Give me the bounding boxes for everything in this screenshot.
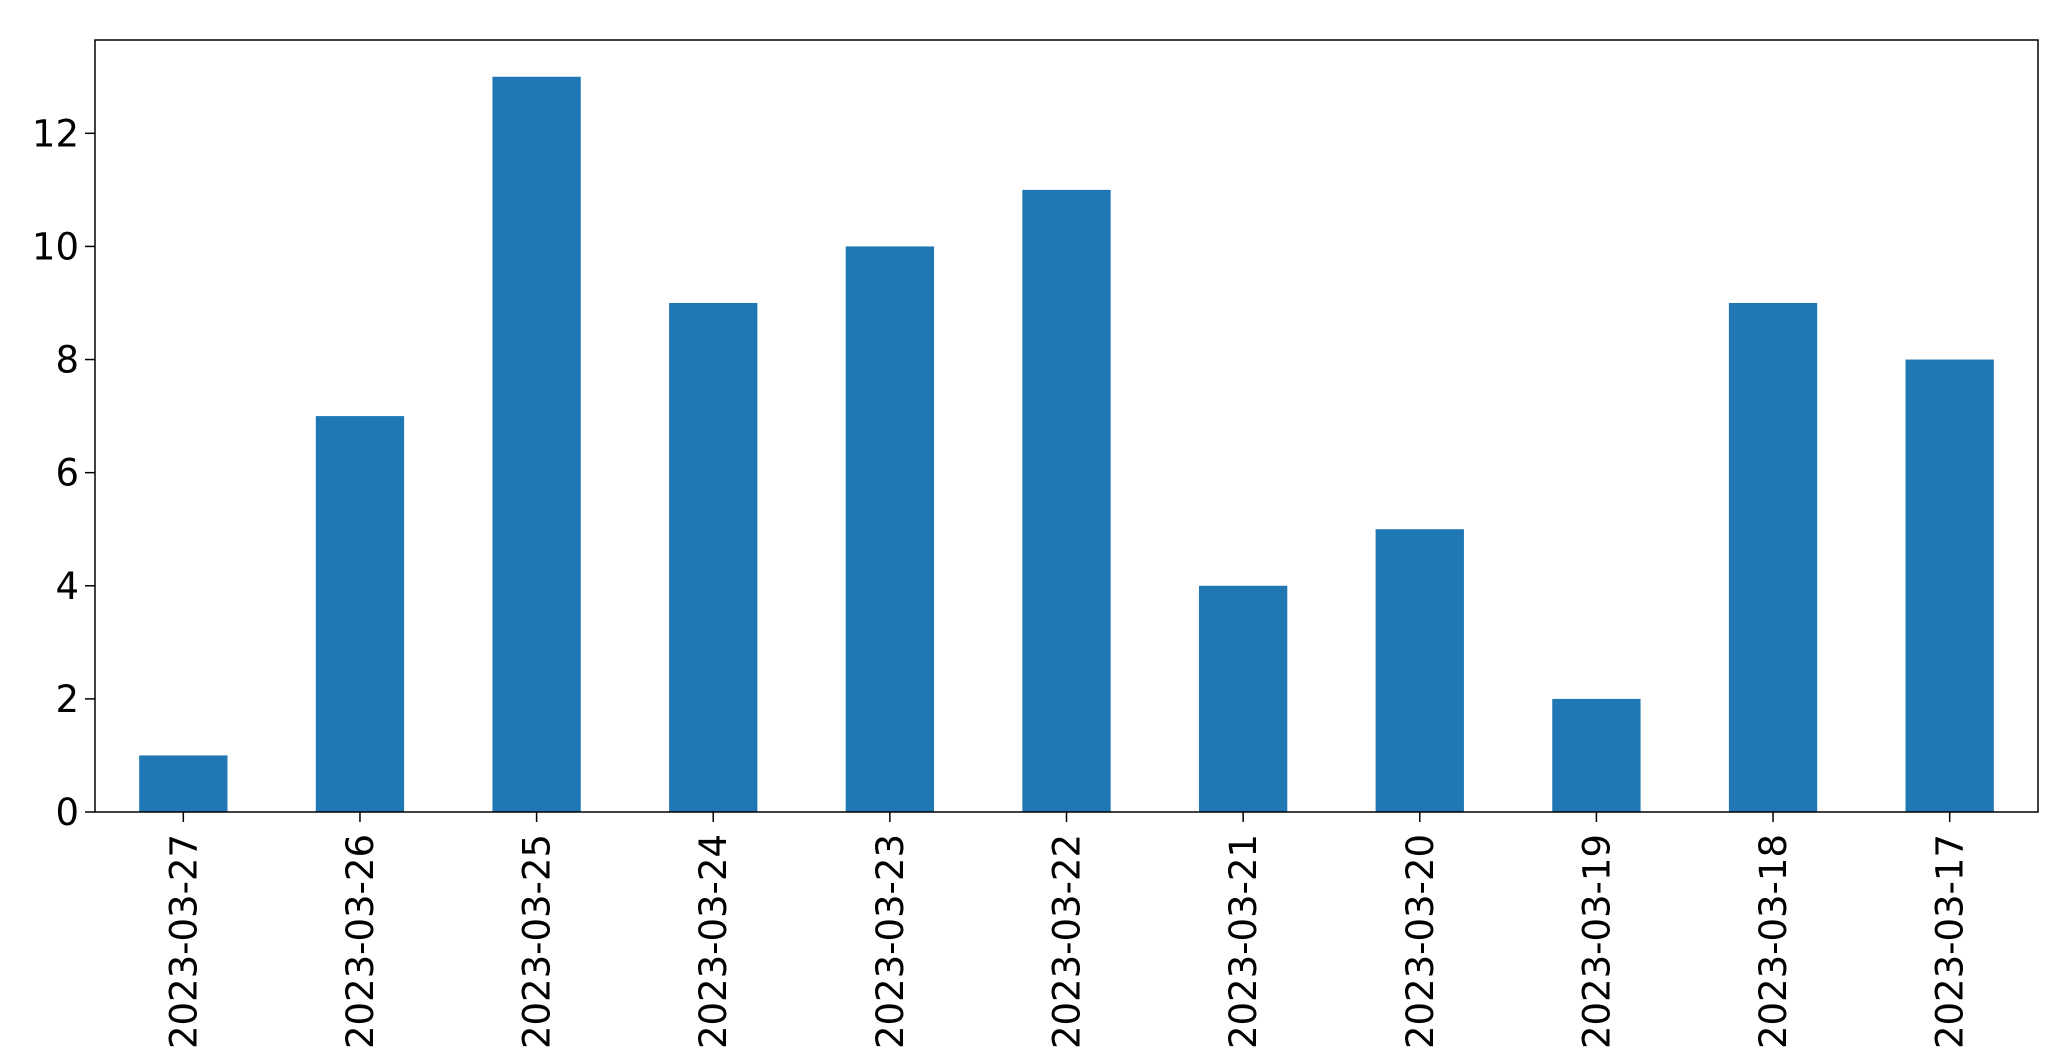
y-tick-label: 6 [55,452,79,495]
x-tick-label: 2023-03-26 [339,834,382,1049]
x-tick-label: 2023-03-19 [1575,834,1618,1049]
bar-2023-03-17 [1905,359,1994,812]
y-tick-label: 0 [55,791,79,834]
bar-2023-03-19 [1552,698,1641,812]
bar-2023-03-22 [1022,189,1111,812]
bar-2023-03-21 [1198,585,1288,812]
x-tick-label: 2023-03-24 [692,834,735,1049]
x-tick-label: 2023-03-27 [162,834,205,1049]
bar-2023-03-25 [492,76,581,812]
y-axis: 0 2 4 6 8 10 12 [32,112,95,834]
bar-2023-03-24 [669,302,758,812]
y-tick-label: 2 [55,678,79,721]
bar-2023-03-26 [315,416,405,812]
bar-2023-03-18 [1728,302,1818,812]
bar-2023-03-23 [845,246,935,812]
x-axis: 2023-03-27 2023-03-26 2023-03-25 2023-03-24… [162,812,1972,1049]
x-tick-label: 2023-03-20 [1399,834,1442,1049]
x-tick-label: 2023-03-23 [869,834,912,1049]
y-tick-label: 10 [32,225,79,268]
bar-2023-03-20 [1375,529,1464,812]
y-tick-label: 12 [32,112,79,155]
x-tick-label: 2023-03-25 [516,834,559,1049]
bars-group [139,76,1994,812]
x-tick-label: 2023-03-21 [1222,834,1265,1049]
x-tick-label: 2023-03-22 [1046,834,1089,1049]
x-tick-label: 2023-03-18 [1752,834,1795,1049]
y-tick-label: 4 [55,565,79,608]
bar-2023-03-27 [139,755,228,812]
plot-frame [94,39,2039,813]
x-tick-label: 2023-03-17 [1929,834,1972,1049]
y-tick-label: 8 [55,339,79,382]
